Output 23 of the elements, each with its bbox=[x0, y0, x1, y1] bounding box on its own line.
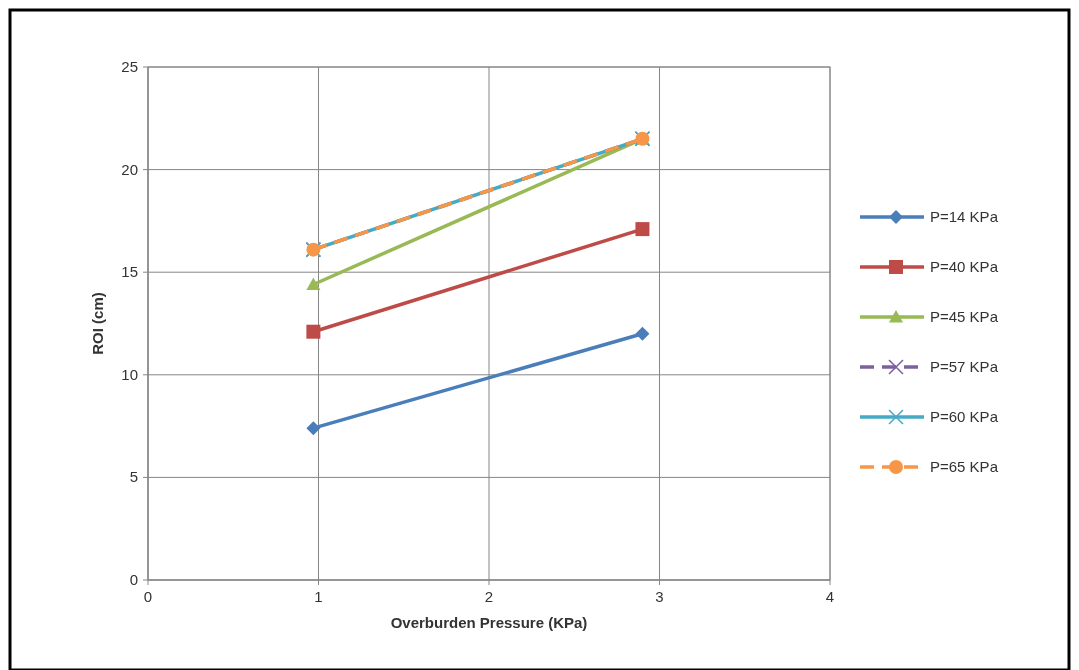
y-axis-title: ROI (cm) bbox=[89, 292, 106, 355]
legend-label: P=60 KPa bbox=[930, 408, 999, 425]
point bbox=[635, 326, 650, 341]
point bbox=[635, 222, 650, 237]
y-tick-label: 10 bbox=[121, 365, 138, 383]
y-tick-label: 0 bbox=[129, 571, 138, 588]
x-axis-title: Overburden Pressure (KPa) bbox=[390, 614, 588, 631]
x-tick-label: 4 bbox=[825, 588, 835, 605]
y-tick-label: 5 bbox=[129, 468, 138, 486]
legend-label: P=45 KPa bbox=[930, 308, 999, 325]
x-tick-label: 3 bbox=[655, 588, 664, 605]
legend-label: P=14 KPa bbox=[930, 208, 999, 225]
legend-label: P=57 KPa bbox=[930, 358, 999, 375]
y-tick-label: 25 bbox=[121, 58, 138, 75]
point bbox=[306, 324, 321, 339]
point bbox=[306, 421, 321, 436]
y-tick-label: 20 bbox=[121, 160, 138, 178]
legend-label: P=65 KPa bbox=[930, 458, 999, 475]
legend-label: P=40 KPa bbox=[930, 258, 999, 275]
x-tick-label: 1 bbox=[314, 588, 323, 605]
x-tick-label: 2 bbox=[484, 588, 494, 605]
y-tick-label: 15 bbox=[121, 263, 138, 281]
x-tick-label: 0 bbox=[143, 588, 153, 605]
